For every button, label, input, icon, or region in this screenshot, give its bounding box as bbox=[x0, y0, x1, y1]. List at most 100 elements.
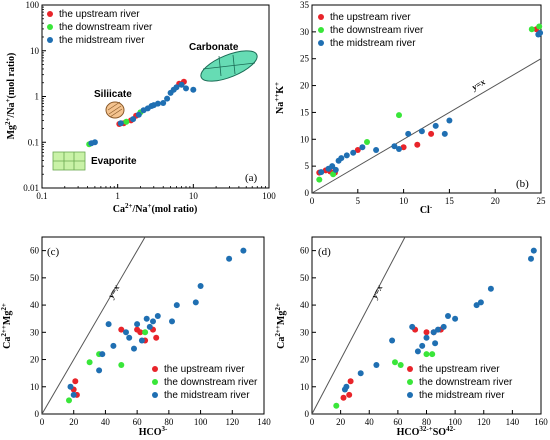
x-tick-label: 0 bbox=[40, 417, 45, 427]
data-point bbox=[190, 86, 197, 93]
legend-entry: the midstream river bbox=[59, 35, 145, 46]
data-point bbox=[530, 247, 537, 254]
y-axis-title: Ca2++Mg2+ bbox=[274, 303, 287, 349]
x-tick-label: 100 bbox=[194, 417, 208, 427]
data-point bbox=[396, 146, 402, 152]
data-point bbox=[389, 337, 396, 344]
x-tick-label: 20 bbox=[491, 196, 501, 206]
legend-entry: the upstream river bbox=[330, 12, 411, 23]
y-tick-label: 15 bbox=[300, 107, 310, 117]
y-tick-label: 0 bbox=[305, 188, 310, 198]
data-point bbox=[400, 144, 407, 151]
x-tick-label: 10 bbox=[189, 191, 199, 201]
legend: the upstream river the downstream river th… bbox=[152, 364, 258, 401]
data-point bbox=[117, 120, 124, 127]
data-point bbox=[333, 402, 340, 409]
y-equals-x-line bbox=[311, 58, 542, 194]
x-tick-label: 100 bbox=[262, 191, 276, 201]
data-point bbox=[169, 318, 175, 325]
y-tick-label: 30 bbox=[300, 327, 310, 337]
y-tick-label: 60 bbox=[30, 246, 40, 256]
data-point bbox=[131, 345, 137, 352]
data-point bbox=[487, 285, 494, 292]
y-equals-x-label: y=x bbox=[105, 283, 121, 301]
data-point bbox=[357, 370, 364, 377]
data-point bbox=[414, 348, 421, 355]
y-equals-x-line bbox=[311, 236, 406, 415]
panel-c-frame bbox=[41, 236, 265, 415]
data-point bbox=[146, 323, 153, 330]
data-point bbox=[130, 116, 137, 123]
legend-marker bbox=[152, 366, 158, 372]
y-tick-label: 35 bbox=[300, 0, 310, 10]
x-axis-title: Ca2+/Na+(mol ratio) bbox=[113, 202, 198, 215]
panel-b: (b) 0 5 10 15 20 25 0 5 10 15 20 25 30 35 y=x Cl- Na++K+… bbox=[273, 0, 546, 216]
x-tick-label: 0 bbox=[310, 196, 315, 206]
x-tick-label: 100 bbox=[448, 417, 462, 427]
y-axis-title: Ca2++Mg2+ bbox=[0, 303, 13, 349]
x-tick-label: 40 bbox=[101, 417, 111, 427]
legend-marker bbox=[318, 40, 324, 46]
data-point bbox=[329, 163, 336, 170]
data-point bbox=[135, 111, 142, 118]
data-point bbox=[142, 329, 149, 336]
y-tick-label: 50 bbox=[300, 273, 310, 283]
data-point bbox=[396, 112, 402, 119]
data-point bbox=[70, 391, 77, 398]
data-point bbox=[429, 351, 436, 358]
data-point bbox=[72, 378, 79, 385]
data-point bbox=[373, 147, 380, 153]
legend-marker bbox=[407, 366, 413, 372]
data-point bbox=[137, 329, 144, 336]
legend-entry: the upstream river bbox=[419, 364, 500, 375]
data-point bbox=[418, 128, 425, 135]
y-tick-label: 20 bbox=[300, 81, 310, 91]
data-point bbox=[173, 302, 180, 309]
y-tick-label: 5 bbox=[305, 161, 310, 171]
silicate-label: Siliicate bbox=[94, 89, 132, 100]
data-point bbox=[316, 176, 323, 183]
data-point bbox=[173, 84, 180, 91]
x-tick-label: 60 bbox=[133, 417, 143, 427]
data-point bbox=[391, 143, 398, 150]
x-tick-label: 80 bbox=[422, 417, 432, 427]
data-point bbox=[99, 351, 106, 358]
data-point bbox=[364, 139, 370, 145]
data-point bbox=[118, 362, 125, 368]
panel-d-label: (d) bbox=[318, 246, 331, 258]
legend-entry: the upstream river bbox=[164, 364, 245, 375]
data-point bbox=[154, 100, 161, 107]
y-tick-label: 60 bbox=[300, 246, 310, 256]
data-point bbox=[354, 147, 361, 153]
y-tick-label: 0.1 bbox=[28, 137, 39, 147]
y-tick-label: 0.01 bbox=[23, 183, 39, 193]
data-point bbox=[419, 342, 426, 349]
data-point bbox=[226, 255, 233, 262]
data-point bbox=[126, 334, 133, 341]
x-tick-label: 20 bbox=[69, 417, 79, 427]
y-tick-label: 1 bbox=[35, 92, 40, 102]
panel-c-label: (c) bbox=[47, 246, 60, 258]
y-tick-label: 10 bbox=[300, 382, 310, 392]
data-point bbox=[350, 149, 357, 156]
y-tick-label: 100 bbox=[26, 0, 40, 10]
panel-b-label: (b) bbox=[516, 178, 529, 190]
y-tick-label: 50 bbox=[30, 273, 40, 283]
data-point bbox=[138, 337, 145, 344]
data-point bbox=[240, 247, 247, 254]
data-point bbox=[537, 29, 544, 36]
data-point bbox=[428, 130, 435, 137]
legend-entry: the downstream river bbox=[330, 25, 424, 36]
legend-marker bbox=[407, 379, 413, 385]
data-point bbox=[340, 394, 347, 401]
data-point bbox=[154, 313, 161, 319]
data-point bbox=[118, 326, 125, 333]
legend-entry: the midstream river bbox=[164, 390, 250, 401]
data-point bbox=[359, 144, 366, 151]
y-tick-label: 40 bbox=[30, 300, 40, 310]
x-axis-title: HCO32-+SO42- bbox=[397, 425, 456, 438]
data-point bbox=[414, 141, 421, 148]
y-equals-x-label: y=x bbox=[469, 76, 487, 92]
legend-entry: the downstream river bbox=[59, 22, 153, 33]
data-point bbox=[66, 397, 72, 404]
